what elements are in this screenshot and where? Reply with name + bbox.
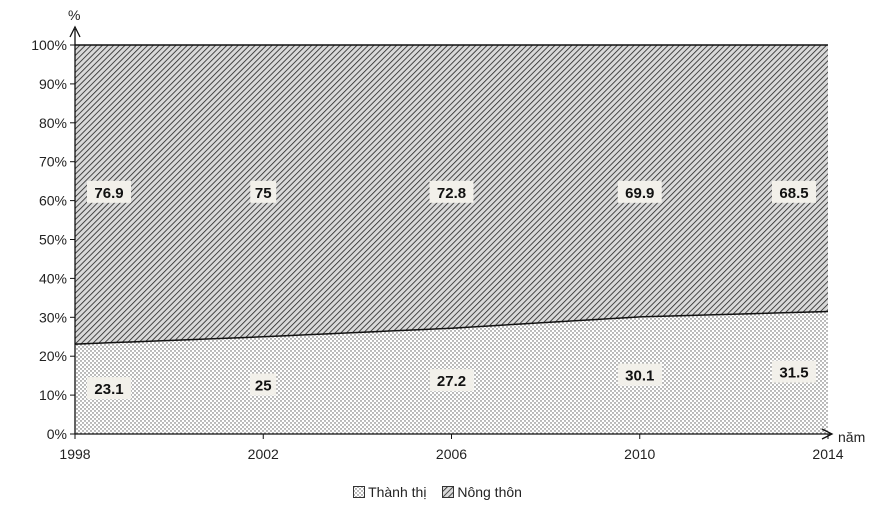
series-boundary-line — [74, 310, 829, 345]
data-label-text: 31.5 — [779, 365, 808, 382]
y-tick-label: 100% — [31, 37, 67, 53]
data-label-text: 75 — [255, 185, 272, 202]
x-tick-label: 2014 — [812, 446, 843, 462]
legend: Thành thị Nông thôn — [0, 484, 875, 501]
data-label-nong-thon: 72.8 — [429, 180, 474, 203]
data-label-nong-thon: 75 — [250, 180, 277, 203]
x-tick-label: 2002 — [248, 446, 279, 462]
y-axis-arrow — [69, 25, 81, 38]
y-tick-label: 30% — [39, 309, 67, 325]
legend-swatch-dots — [353, 486, 366, 498]
data-label-thanh-thi: 30.1 — [617, 363, 662, 386]
data-label-text: 68.5 — [779, 185, 808, 202]
data-label-text: 23.1 — [94, 381, 123, 398]
x-tick-label: 2006 — [436, 446, 467, 462]
data-label-text: 72.8 — [437, 185, 466, 202]
data-label-thanh-thi: 27.2 — [429, 369, 474, 392]
data-label-bg — [617, 180, 662, 203]
y-tick-label: 0% — [47, 426, 67, 442]
data-label-text: 25 — [255, 377, 272, 394]
data-label-bg — [87, 377, 131, 400]
y-axis-label: % — [68, 7, 80, 23]
y-tick-label: 50% — [39, 232, 67, 248]
x-tick-label: 1998 — [59, 446, 90, 462]
data-label-thanh-thi: 25 — [250, 373, 277, 396]
data-label-bg — [772, 180, 816, 203]
legend-swatch-hatch — [442, 486, 455, 498]
data-label-bg — [250, 373, 277, 396]
data-label-nong-thon: 69.9 — [617, 180, 662, 203]
y-tick-label: 20% — [39, 348, 67, 364]
data-label-bg — [87, 180, 131, 203]
x-axis-arrow — [821, 428, 834, 440]
data-label-bg — [429, 180, 474, 203]
y-tick-label: 40% — [39, 270, 67, 286]
data-label-thanh-thi: 31.5 — [772, 360, 816, 383]
data-label-nong-thon: 68.5 — [772, 180, 816, 203]
y-tick-label: 80% — [39, 115, 67, 131]
x-tick-label: 2010 — [624, 446, 655, 462]
data-label-text: 30.1 — [625, 367, 654, 384]
legend-item-thanh-thi: Thành thị — [353, 484, 426, 500]
data-label-thanh-thi: 23.1 — [87, 377, 131, 400]
legend-label-thanh-thi: Thành thị — [368, 484, 427, 500]
data-label-text: 27.2 — [437, 373, 466, 390]
data-label-bg — [772, 360, 816, 383]
y-tick-label: 90% — [39, 76, 67, 92]
legend-label-nong-thon: Nông thôn — [457, 484, 522, 500]
y-tick-label: 10% — [39, 387, 67, 403]
data-label-bg — [617, 363, 662, 386]
data-label-text: 76.9 — [94, 185, 123, 202]
x-axis-label: năm — [838, 429, 865, 445]
legend-item-nong-thon: Nông thôn — [442, 484, 522, 500]
data-label-nong-thon: 76.9 — [87, 180, 131, 203]
y-tick-label: 60% — [39, 193, 67, 209]
data-label-text: 69.9 — [625, 185, 654, 202]
data-label-bg — [429, 369, 474, 392]
data-label-bg — [250, 180, 277, 203]
y-tick-label: 70% — [39, 154, 67, 170]
